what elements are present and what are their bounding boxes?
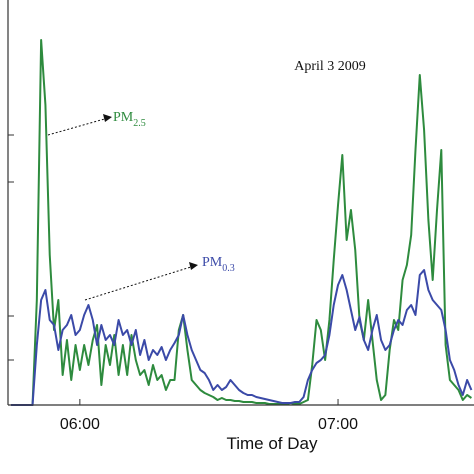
series-line (11, 39, 472, 406)
annotation-subscript: 0.3 (222, 263, 235, 274)
annotation-text: PM (202, 255, 223, 270)
series-line (11, 269, 473, 406)
annotation: PM2.5 (113, 110, 146, 129)
x-tick-label: 07:00 (318, 416, 358, 433)
arrow-head (189, 262, 198, 270)
annotation-subscript: 2.5 (133, 118, 146, 129)
arrow (84, 265, 195, 301)
annotation: April 3 2009 (294, 59, 366, 74)
plot-area (11, 39, 473, 406)
x-tick-label: 06:00 (60, 416, 100, 433)
arrow-head (103, 114, 112, 122)
annotation-text: PM (113, 110, 134, 125)
x-axis-label: Time of Day (226, 434, 318, 453)
annotation: PM0.3 (202, 255, 235, 274)
